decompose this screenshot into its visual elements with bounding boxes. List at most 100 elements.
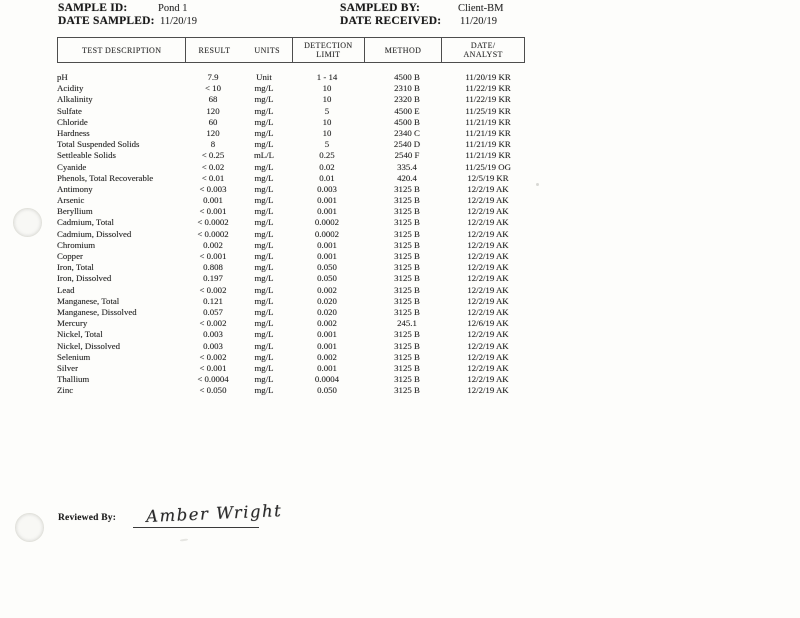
cell-method: 3125 B (394, 228, 420, 239)
column-header-test-description: TEST DESCRIPTION (58, 38, 187, 62)
column-header-label: ANALYST (463, 50, 503, 59)
cell-detection-limit: 0.001 (317, 239, 337, 250)
cell-test-description: pH (57, 72, 68, 82)
cell-units: mg/L (254, 385, 274, 396)
cell-date-analyst: 12/2/19 AK (467, 217, 509, 228)
cell-result: < 0.001 (199, 206, 227, 217)
cell-test-description: Cadmium, Dissolved (57, 228, 132, 239)
table-row: Manganese, Total 0.121 mg/L 0.020 3125 B… (57, 296, 528, 307)
cell-detection-limit: 0.020 (317, 295, 337, 306)
cell-test-description: Alkalinity (57, 94, 93, 105)
cell-units: Unit (256, 72, 272, 82)
column-header-label: DATE/ (470, 41, 496, 50)
cell-method: 3125 B (394, 351, 420, 362)
cell-units: mg/L (254, 362, 274, 373)
cell-units: mg/L (254, 251, 274, 261)
cell-date-analyst: 11/21/19 KR (465, 116, 511, 127)
cell-test-description: Copper (57, 251, 83, 261)
cell-units: mL/L (253, 150, 275, 161)
cell-method: 2540 F (394, 150, 420, 161)
column-header-label: METHOD (384, 45, 422, 55)
cell-detection-limit: 0.003 (317, 183, 337, 194)
cell-test-description: Nickel, Dissolved (57, 340, 121, 351)
cell-test-description: Mercury (57, 318, 88, 329)
table-row: Sulfate 120 mg/L 5 4500 E 11/25/19 KR (57, 106, 528, 117)
cell-test-description: Silver (57, 362, 79, 373)
cell-date-analyst: 11/21/19 KR (465, 150, 511, 161)
cell-detection-limit: 5 (324, 105, 330, 116)
date-received-label: DATE RECEIVED: (340, 15, 442, 27)
cell-detection-limit: 10 (322, 83, 332, 94)
cell-date-analyst: 12/2/19 AK (467, 206, 509, 217)
cell-date-analyst: 12/6/19 AK (467, 318, 509, 329)
table-row: Chromium 0.002 mg/L 0.001 3125 B 12/2/19… (57, 240, 528, 251)
scan-speck (536, 183, 539, 186)
column-header-date-analyst: DATE/ ANALYST (442, 38, 524, 62)
cell-method: 420.4 (397, 172, 417, 183)
cell-result: < 0.02 (201, 161, 225, 172)
cell-method: 3125 B (394, 374, 420, 385)
cell-units: mg/L (254, 228, 274, 239)
cell-method: 335.4 (397, 161, 417, 172)
date-sampled-value: 11/20/19 (160, 16, 197, 27)
cell-result: 0.003 (203, 329, 223, 340)
signature-line (133, 527, 259, 528)
cell-test-description: Acidity (57, 83, 84, 94)
cell-result: < 0.25 (201, 150, 225, 161)
column-header-units-label: UNITS (254, 45, 280, 55)
cell-test-description: Nickel, Total (57, 329, 103, 340)
cell-date-analyst: 12/2/19 AK (467, 329, 509, 340)
cell-method: 3125 B (394, 239, 420, 250)
cell-test-description: Antimony (57, 183, 93, 194)
cell-detection-limit: 0.0004 (314, 374, 340, 385)
cell-date-analyst: 11/22/19 KR (465, 83, 511, 94)
table-row: Mercury < 0.002 mg/L 0.002 245.1 12/6/19… (57, 318, 528, 329)
cell-units: mg/L (254, 374, 274, 385)
cell-method: 3125 B (394, 183, 420, 194)
cell-result: 7.9 (207, 72, 219, 82)
cell-test-description: Zinc (57, 385, 74, 396)
cell-test-description: Cadmium, Total (57, 217, 114, 228)
cell-date-analyst: 11/25/19 OG (465, 161, 511, 172)
column-header-method: METHOD (365, 38, 443, 62)
date-received-value: 11/20/19 (460, 16, 497, 27)
cell-result: < 0.003 (199, 183, 227, 194)
table-row: Cyanide < 0.02 mg/L 0.02 335.4 11/25/19 … (57, 162, 528, 173)
cell-method: 3125 B (394, 385, 420, 396)
date-sampled-label: DATE SAMPLED: (58, 15, 155, 27)
cell-detection-limit: 0.020 (317, 306, 337, 317)
cell-date-analyst: 12/2/19 AK (467, 374, 509, 385)
cell-method: 3125 B (394, 306, 420, 317)
cell-test-description: Lead (57, 284, 75, 295)
cell-date-analyst: 11/21/19 KR (465, 139, 511, 150)
sampled-by-value: Client-BM (458, 3, 504, 14)
punch-hole-bottom (15, 513, 44, 542)
cell-detection-limit: 0.050 (317, 262, 337, 273)
results-table-header: TEST DESCRIPTION RESULT UNITS DETECTION … (57, 37, 525, 63)
cell-detection-limit: 1 - 14 (316, 72, 338, 82)
cell-method: 245.1 (397, 318, 417, 329)
cell-test-description: Selenium (57, 351, 91, 362)
table-row: pH 7.9 Unit 1 - 14 4500 B 11/20/19 KR (57, 72, 528, 83)
table-row: Lead < 0.002 mg/L 0.002 3125 B 12/2/19 A… (57, 285, 528, 296)
sampled-by-label: SAMPLED BY: (340, 2, 421, 14)
cell-date-analyst: 11/22/19 KR (465, 94, 511, 105)
cell-detection-limit: 10 (322, 94, 332, 105)
cell-result: < 10 (205, 83, 221, 94)
table-row: Cadmium, Dissolved < 0.0002 mg/L 0.0002 … (57, 229, 528, 240)
cell-date-analyst: 12/2/19 AK (467, 340, 509, 351)
table-row: Iron, Dissolved 0.197 mg/L 0.050 3125 B … (57, 273, 528, 284)
cell-units: mg/L (254, 239, 274, 250)
cell-units: mg/L (254, 206, 274, 217)
cell-result: < 0.001 (199, 362, 227, 373)
cell-result: < 0.002 (199, 351, 227, 362)
cell-units: mg/L (254, 161, 274, 172)
cell-test-description: Settleable Solids (57, 150, 116, 161)
cell-result: < 0.0002 (197, 217, 229, 228)
cell-units: mg/L (254, 139, 274, 150)
results-table-body: pH 7.9 Unit 1 - 14 4500 B 11/20/19 KR Ac… (57, 72, 528, 396)
cell-units: mg/L (254, 183, 274, 194)
cell-method: 3125 B (394, 340, 420, 351)
cell-method: 3125 B (394, 362, 420, 373)
